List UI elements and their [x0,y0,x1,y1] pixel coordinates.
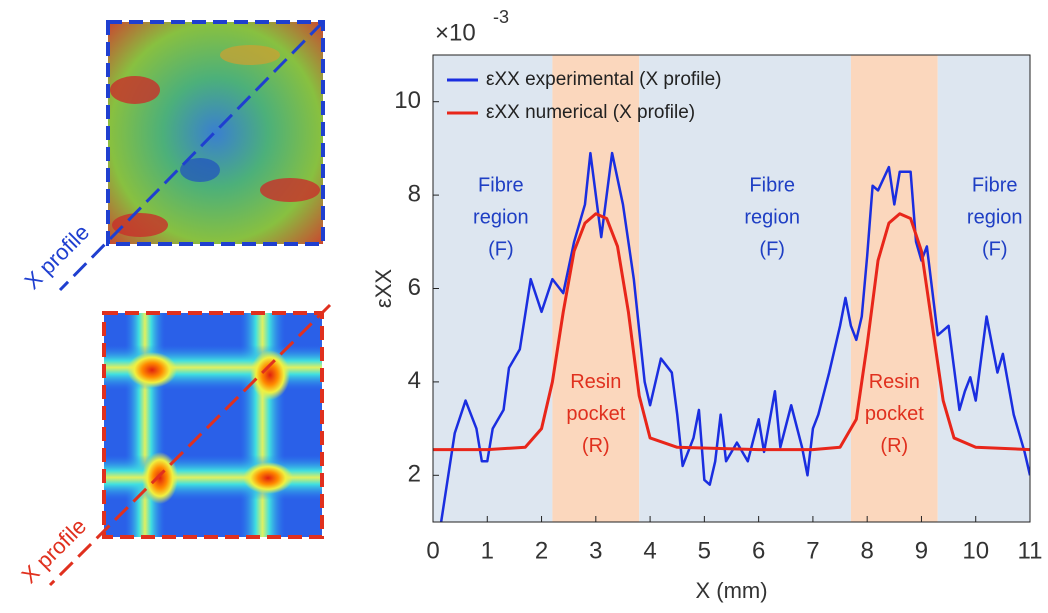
y-scale-label: ×10 [435,19,476,46]
series-group [433,151,1030,522]
image-caption: X profile [16,513,91,588]
region-label: region [967,207,1023,229]
region-label: pocket [865,403,924,425]
region-label: Fibre [478,175,524,197]
region-label: Resin [869,371,920,393]
region-label: Fibre [972,175,1018,197]
strain-map-experimental [58,20,325,292]
y-tick-label: 8 [408,180,421,207]
legend-label: εXX numerical (X profile) [486,102,695,123]
region-label: region [744,207,800,229]
data-line [439,151,1030,522]
region-label: (F) [759,239,785,261]
x-tick-label: 5 [698,537,711,564]
region-label: Resin [570,371,621,393]
x-tick-label: 9 [915,537,928,564]
x-tick-label: 8 [861,537,874,564]
y-tick-label: 2 [408,461,421,488]
legend-label: εXX experimental (X profile) [486,69,722,90]
data-line [433,212,1030,452]
region-label: (F) [982,239,1008,261]
x-tick-label: 2 [535,537,548,564]
region-label: (F) [488,239,514,261]
x-tick-label: 11 [1018,537,1043,564]
y-tick-label: 10 [394,87,421,114]
region [639,55,851,522]
region-label: (R) [582,435,610,457]
y-axis-label: εXX [371,269,396,308]
region-label: (R) [880,435,908,457]
image-caption: X profile [19,219,94,294]
x-axis-label: X (mm) [695,578,767,603]
y-scale-exponent: -3 [493,7,509,27]
y-tick-label: 6 [408,274,421,301]
x-tick-label: 3 [589,537,602,564]
x-tick-label: 6 [752,537,765,564]
x-tick-label: 4 [643,537,656,564]
strain-map-numerical [48,303,332,587]
chart: Fibre region (F) Resin pocket (R) Fibre region (… [371,7,1043,603]
region-label: region [473,207,529,229]
x-tick-label: 10 [962,537,989,564]
region-label: pocket [566,403,625,425]
y-tick-label: 4 [408,367,421,394]
region [937,55,1030,522]
x-tick-label: 1 [481,537,494,564]
region-label: Fibre [749,175,795,197]
x-tick-label: 0 [426,537,439,564]
x-tick-label: 7 [806,537,819,564]
